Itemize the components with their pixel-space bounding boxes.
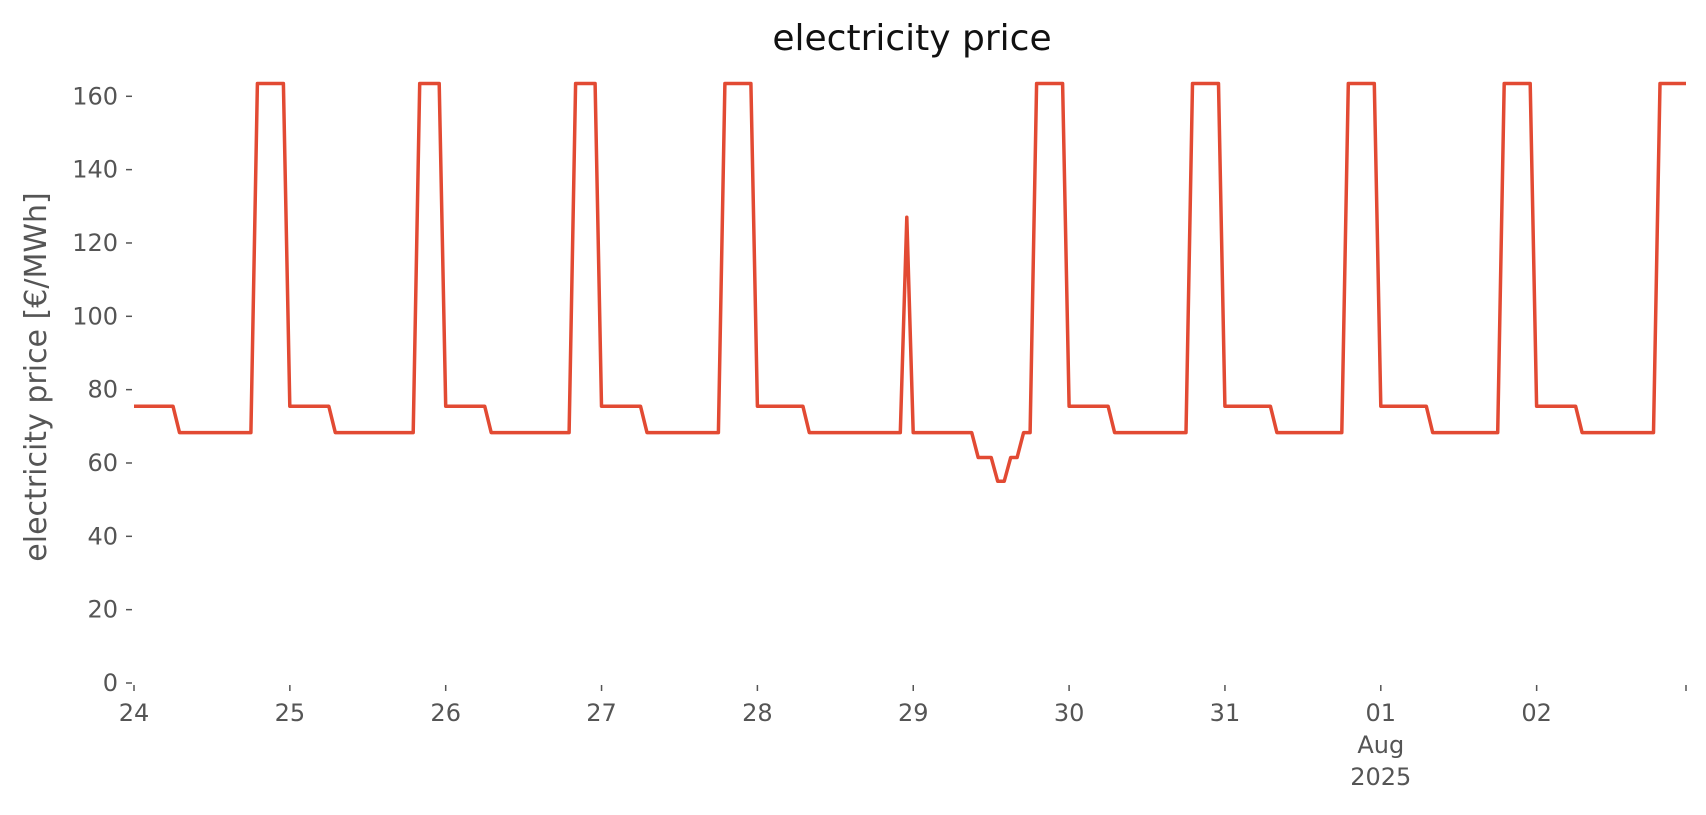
x-tick-label: 01 Aug 2025 bbox=[1350, 699, 1411, 791]
y-tick-label: 60 bbox=[87, 449, 118, 477]
y-tick-label: 80 bbox=[87, 376, 118, 404]
x-tick-label: 25 bbox=[275, 699, 306, 727]
y-tick-label: 20 bbox=[87, 596, 118, 624]
x-tick-label: 30 bbox=[1054, 699, 1085, 727]
y-axis: 0 20 40 60 80 100 120 140 160 bbox=[72, 82, 132, 697]
x-tick-label: 31 bbox=[1210, 699, 1241, 727]
x-tick-label: 29 bbox=[898, 699, 929, 727]
x-tick-label: 27 bbox=[586, 699, 617, 727]
x-tick-label: 24 bbox=[119, 699, 150, 727]
x-tick-label: 28 bbox=[742, 699, 773, 727]
x-tick-label: 02 bbox=[1521, 699, 1552, 727]
y-tick-label: 140 bbox=[72, 156, 118, 184]
y-tick-label: 0 bbox=[103, 669, 118, 697]
y-tick-label: 120 bbox=[72, 229, 118, 257]
x-tick-label: 26 bbox=[430, 699, 461, 727]
y-tick-label: 40 bbox=[87, 522, 118, 550]
chart-title: electricity price bbox=[772, 18, 1051, 59]
price-line-series bbox=[134, 81, 1686, 484]
y-tick-label: 160 bbox=[72, 82, 118, 110]
y-axis-label: electricity price [€/MWh] bbox=[19, 192, 54, 561]
plot-area bbox=[134, 81, 1686, 484]
y-tick-label: 100 bbox=[72, 302, 118, 330]
x-axis: 24 25 26 27 28 29 30 31 01 Aug 2025 02 bbox=[119, 685, 1687, 791]
